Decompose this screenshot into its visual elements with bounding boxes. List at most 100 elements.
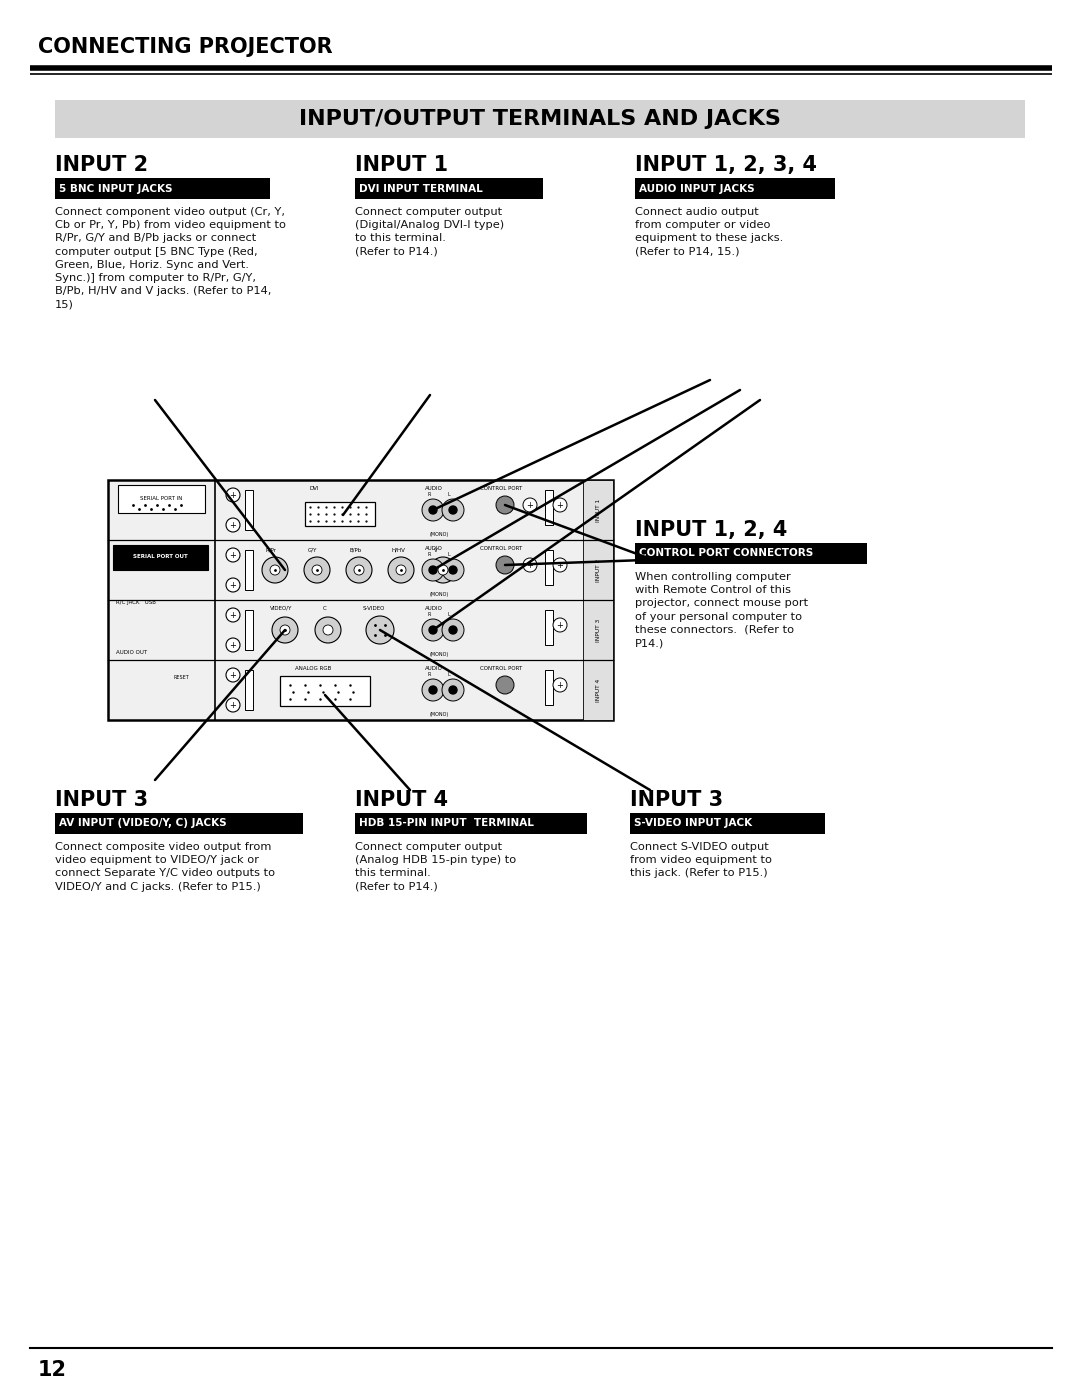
Bar bbox=[545, 550, 553, 585]
Text: +: + bbox=[230, 490, 237, 500]
Text: VIDEO/Y: VIDEO/Y bbox=[270, 606, 293, 610]
Text: (MONO): (MONO) bbox=[430, 652, 449, 657]
Circle shape bbox=[442, 619, 464, 641]
Text: Connect computer output
(Analog HDB 15-pin type) to
this terminal.
(Refer to P14: Connect computer output (Analog HDB 15-p… bbox=[355, 842, 516, 891]
Text: INPUT/OUTPUT TERMINALS AND JACKS: INPUT/OUTPUT TERMINALS AND JACKS bbox=[299, 109, 781, 129]
Text: AUDIO OUT: AUDIO OUT bbox=[116, 650, 147, 655]
Circle shape bbox=[422, 559, 444, 581]
Text: INPUT 1: INPUT 1 bbox=[595, 499, 600, 521]
Circle shape bbox=[496, 496, 514, 514]
Text: DVI INPUT TERMINAL: DVI INPUT TERMINAL bbox=[359, 183, 483, 194]
Circle shape bbox=[449, 686, 457, 694]
Text: B/Pb: B/Pb bbox=[350, 548, 362, 553]
Text: When controlling computer
with Remote Control of this
projector, connect mouse p: When controlling computer with Remote Co… bbox=[635, 571, 808, 648]
Bar bbox=[630, 813, 825, 834]
Circle shape bbox=[226, 518, 240, 532]
Circle shape bbox=[396, 564, 406, 576]
Circle shape bbox=[422, 679, 444, 701]
Circle shape bbox=[388, 557, 414, 583]
Text: DVI: DVI bbox=[310, 486, 320, 490]
Circle shape bbox=[553, 497, 567, 511]
Text: CONTROL PORT: CONTROL PORT bbox=[480, 546, 523, 550]
Text: S-VIDEO: S-VIDEO bbox=[363, 606, 386, 610]
Text: S-VIDEO INPUT JACK: S-VIDEO INPUT JACK bbox=[634, 819, 752, 828]
Bar bbox=[545, 671, 553, 705]
Bar bbox=[635, 543, 867, 564]
Text: 5 BNC INPUT JACKS: 5 BNC INPUT JACKS bbox=[59, 183, 173, 194]
Circle shape bbox=[303, 557, 330, 583]
Text: +: + bbox=[556, 620, 564, 630]
Circle shape bbox=[323, 624, 333, 636]
Text: Connect component video output (Cr, Y,
Cb or Pr, Y, Pb) from video equipment to
: Connect component video output (Cr, Y, C… bbox=[55, 207, 286, 309]
Text: AUDIO: AUDIO bbox=[426, 606, 443, 610]
Circle shape bbox=[429, 566, 437, 574]
Text: +: + bbox=[230, 610, 237, 619]
Circle shape bbox=[354, 564, 364, 576]
Circle shape bbox=[523, 557, 537, 571]
Text: 12: 12 bbox=[38, 1361, 67, 1380]
Text: SERIAL PORT OUT: SERIAL PORT OUT bbox=[133, 555, 187, 560]
Text: Connect audio output
from computer or video
equipment to these jacks.
(Refer to : Connect audio output from computer or vi… bbox=[635, 207, 783, 257]
Circle shape bbox=[262, 557, 288, 583]
Text: AUDIO: AUDIO bbox=[426, 666, 443, 671]
Bar bbox=[108, 481, 613, 719]
Text: G/Y: G/Y bbox=[308, 548, 318, 553]
Text: (MONO): (MONO) bbox=[430, 532, 449, 536]
Circle shape bbox=[438, 564, 448, 576]
Circle shape bbox=[553, 678, 567, 692]
Text: L: L bbox=[447, 672, 449, 678]
Text: CONTROL PORT: CONTROL PORT bbox=[480, 666, 523, 671]
Text: L: L bbox=[447, 492, 449, 497]
Bar bbox=[583, 481, 613, 541]
Text: L: L bbox=[447, 612, 449, 617]
Text: +: + bbox=[556, 680, 564, 690]
Text: +: + bbox=[527, 500, 534, 510]
Circle shape bbox=[226, 608, 240, 622]
Text: R/C JACK   USB: R/C JACK USB bbox=[116, 599, 156, 605]
Circle shape bbox=[429, 686, 437, 694]
Bar bbox=[355, 813, 588, 834]
Circle shape bbox=[226, 488, 240, 502]
Text: +: + bbox=[230, 640, 237, 650]
Text: INPUT 1, 2, 4: INPUT 1, 2, 4 bbox=[635, 520, 787, 541]
Text: HDB 15-PIN INPUT  TERMINAL: HDB 15-PIN INPUT TERMINAL bbox=[359, 819, 534, 828]
Circle shape bbox=[449, 626, 457, 634]
Text: Connect computer output
(Digital/Analog DVI-I type)
to this terminal.
(Refer to : Connect computer output (Digital/Analog … bbox=[355, 207, 504, 257]
Bar bbox=[245, 550, 253, 590]
Text: +: + bbox=[556, 500, 564, 510]
Bar bbox=[245, 610, 253, 650]
Circle shape bbox=[226, 698, 240, 712]
Bar bbox=[545, 610, 553, 645]
Bar bbox=[245, 490, 253, 529]
Circle shape bbox=[422, 619, 444, 641]
Circle shape bbox=[523, 497, 537, 511]
Circle shape bbox=[226, 578, 240, 592]
Bar bbox=[583, 599, 613, 659]
Circle shape bbox=[430, 557, 456, 583]
Text: V: V bbox=[434, 548, 437, 553]
Text: INPUT 2: INPUT 2 bbox=[595, 559, 600, 581]
Text: C: C bbox=[323, 606, 327, 610]
Text: CONTROL PORT: CONTROL PORT bbox=[480, 486, 523, 490]
Circle shape bbox=[429, 506, 437, 514]
Text: ANALOG RGB: ANALOG RGB bbox=[295, 666, 332, 671]
Text: SERIAL PORT IN: SERIAL PORT IN bbox=[139, 496, 183, 502]
Circle shape bbox=[226, 548, 240, 562]
Text: +: + bbox=[230, 581, 237, 590]
Text: RESET: RESET bbox=[173, 675, 189, 680]
Text: +: + bbox=[230, 671, 237, 679]
Circle shape bbox=[449, 506, 457, 514]
Text: +: + bbox=[230, 700, 237, 710]
Text: L: L bbox=[447, 552, 449, 557]
Text: +: + bbox=[230, 521, 237, 529]
Bar bbox=[55, 177, 270, 198]
Circle shape bbox=[553, 617, 567, 631]
Text: R: R bbox=[428, 672, 431, 678]
Text: INPUT 1: INPUT 1 bbox=[355, 155, 448, 175]
Text: (MONO): (MONO) bbox=[430, 712, 449, 717]
Text: INPUT 2: INPUT 2 bbox=[55, 155, 148, 175]
Circle shape bbox=[280, 624, 291, 636]
Bar bbox=[55, 101, 1025, 138]
Circle shape bbox=[312, 564, 322, 576]
Circle shape bbox=[442, 679, 464, 701]
